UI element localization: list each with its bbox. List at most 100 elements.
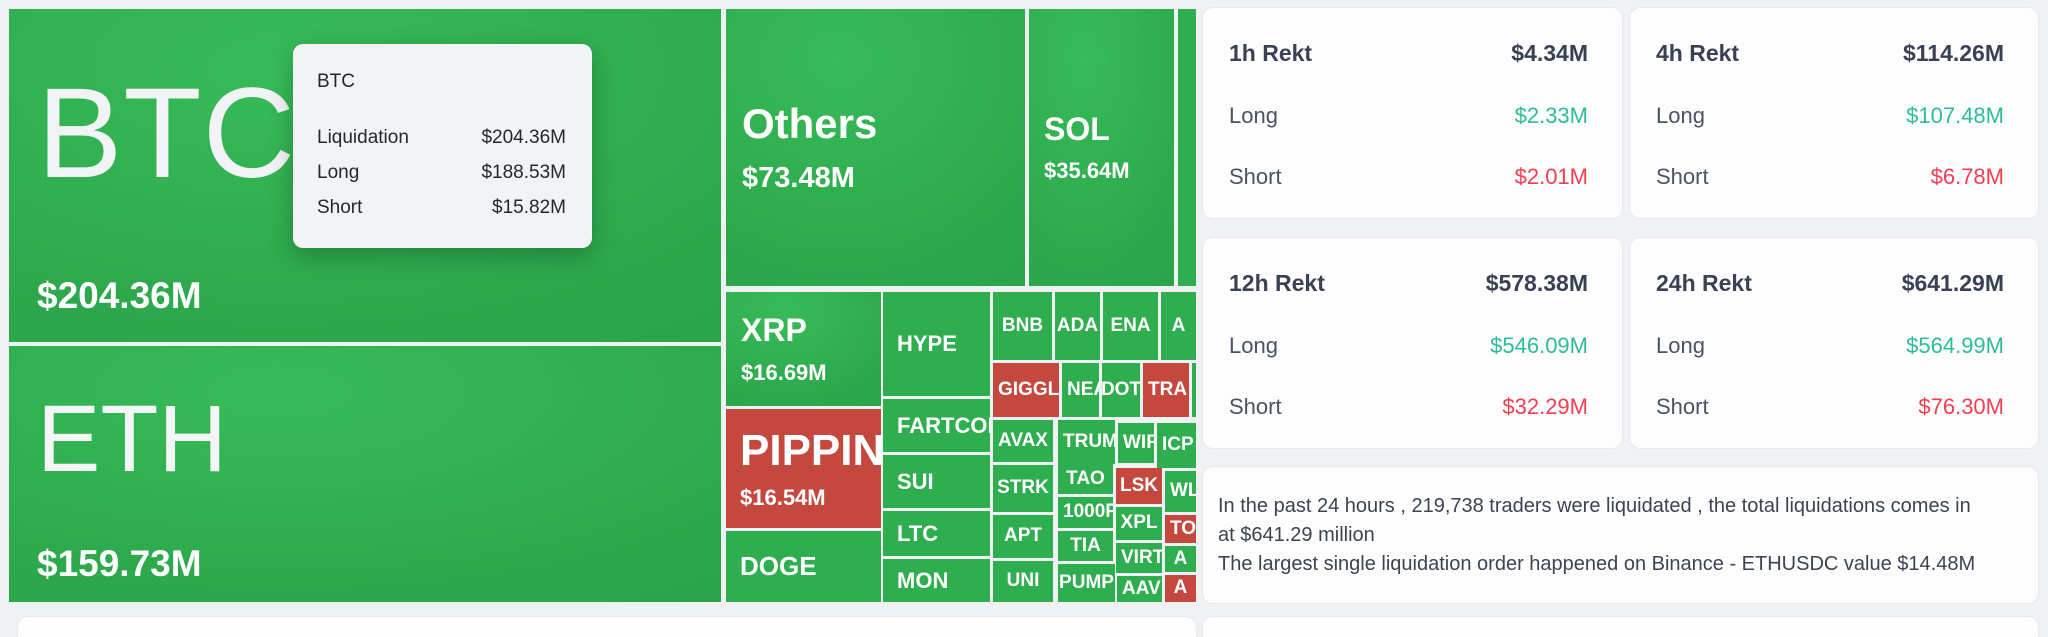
treemap-tile-bnb[interactable]: BNB: [993, 292, 1052, 360]
treemap-tile-tao[interactable]: TAO: [1058, 464, 1113, 494]
rekt-card-12h: 12h Rekt $578.38M Long $546.09M Short $3…: [1203, 238, 1622, 448]
treemap-tile-wld[interactable]: WLD: [1165, 471, 1196, 512]
treemap-tile-fartcoin[interactable]: FARTCOIN: [883, 399, 990, 452]
rekt-12h-title: 12h Rekt: [1229, 270, 1325, 296]
tile-symbol: PUMP: [1059, 571, 1114, 593]
tile-symbol: ENA: [1110, 314, 1151, 336]
treemap-tile-a[interactable]: A: [1165, 546, 1196, 572]
treemap-tile-ada[interactable]: ADA: [1055, 292, 1100, 360]
tile-value: $159.73M: [37, 543, 202, 585]
treemap-tile-dot[interactable]: DOT: [1102, 363, 1140, 417]
treemap-tile-apt[interactable]: APT: [993, 515, 1053, 558]
tile-value: $16.69M: [741, 359, 827, 385]
rekt-1h-long-label: Long: [1229, 102, 1278, 128]
tile-symbol: XPL: [1120, 512, 1158, 534]
tile-symbol: A: [1171, 314, 1186, 336]
treemap-tile-xpl[interactable]: XPL: [1116, 507, 1162, 540]
rekt-24h-long-label: Long: [1656, 332, 1705, 358]
rekt-4h-long-label: Long: [1656, 102, 1705, 128]
treemap-tile-mon[interactable]: MON: [883, 559, 990, 602]
treemap-tile-unlabeled[interactable]: [1178, 9, 1196, 286]
tile-symbol: DOT: [1102, 378, 1140, 400]
tile-symbol: LTC: [897, 520, 939, 546]
treemap-tile-giggle[interactable]: GIGGLE: [993, 363, 1059, 417]
treemap-tile-a[interactable]: A: [1165, 575, 1196, 602]
liquidation-summary-card: In the past 24 hours , 219,738 traders w…: [1203, 467, 2038, 603]
treemap-tile-a[interactable]: A: [1161, 292, 1196, 360]
tile-symbol: PIPPIN: [740, 426, 881, 476]
treemap-tile-uni[interactable]: UNI: [993, 561, 1053, 602]
rekt-1h-long-row: Long $2.33M: [1229, 103, 1588, 129]
tile-symbol: WLD: [1170, 480, 1196, 502]
tooltip-long-label: Long: [317, 162, 360, 183]
treemap-tile-icp[interactable]: ICP: [1157, 423, 1196, 468]
treemap-tile-ton[interactable]: TON: [1165, 515, 1196, 543]
rekt-4h-header-row: 4h Rekt $114.26M: [1656, 40, 2004, 67]
tile-symbol: ICP: [1162, 434, 1194, 456]
treemap-tile-doge[interactable]: DOGE: [726, 531, 881, 602]
treemap-tile-trump[interactable]: TRUMP: [1058, 420, 1115, 464]
summary-line-3: The largest single liquidation order hap…: [1218, 553, 1976, 575]
treemap-tile-xrp[interactable]: XRP $16.69M: [726, 292, 881, 406]
treemap-tile-eth[interactable]: ETH $159.73M: [9, 346, 721, 602]
rekt-12h-long-value: $546.09M: [1490, 332, 1588, 358]
tooltip-symbol: BTC: [317, 71, 355, 92]
tile-value: $35.64M: [1044, 158, 1130, 184]
treemap-tile-tia[interactable]: TIA: [1058, 531, 1113, 561]
treemap-tile-wif[interactable]: WIF: [1118, 423, 1154, 463]
tile-symbol: ETH: [37, 385, 227, 492]
treemap-tile-pippin[interactable]: PIPPIN $16.54M: [726, 409, 881, 528]
treemap-tile-near[interactable]: NEAR: [1062, 363, 1099, 417]
treemap-tile-others[interactable]: Others $73.48M: [726, 9, 1025, 286]
rekt-24h-title: 24h Rekt: [1656, 270, 1752, 296]
tile-symbol: BTC: [37, 62, 296, 206]
rekt-12h-short-row: Short $32.29M: [1229, 394, 1588, 420]
tile-symbol: STRK: [997, 477, 1049, 499]
treemap-tile-virt[interactable]: VIRT: [1116, 543, 1162, 573]
treemap-tile-lsk[interactable]: LSK: [1116, 468, 1162, 504]
tile-symbol: 1000P: [1063, 501, 1113, 523]
treemap-tile-unlabeled[interactable]: [1192, 363, 1196, 417]
tile-symbol: A: [1173, 547, 1188, 569]
tile-symbol: ADA: [1056, 314, 1099, 336]
treemap-tile-strk[interactable]: STRK: [993, 465, 1053, 512]
rekt-4h-short-row: Short $6.78M: [1656, 164, 2004, 190]
treemap-tile-pump[interactable]: PUMP: [1058, 564, 1115, 602]
treemap-tile-hype[interactable]: HYPE: [883, 292, 990, 396]
treemap-tile-aave[interactable]: AAVE: [1117, 576, 1162, 602]
tooltip-liquidation-value: $204.36M: [481, 127, 566, 148]
tile-symbol: WIF: [1123, 431, 1154, 453]
liquidation-dashboard: { "colors": { "tile_green": "#2fae4f", "…: [9, 8, 2038, 637]
tooltip-long-value: $188.53M: [481, 162, 566, 183]
rekt-4h-long-value: $107.48M: [1906, 102, 2004, 128]
tile-symbol: TAO: [1066, 467, 1105, 489]
rekt-24h-header-row: 24h Rekt $641.29M: [1656, 270, 2004, 297]
rekt-card-1h: 1h Rekt $4.34M Long $2.33M Short $2.01M: [1203, 8, 1622, 218]
rekt-1h-short-row: Short $2.01M: [1229, 164, 1588, 190]
next-section-card-right: [1203, 617, 2038, 637]
treemap-tile-tra[interactable]: TRA: [1143, 363, 1189, 417]
rekt-card-24h: 24h Rekt $641.29M Long $564.99M Short $7…: [1630, 238, 2038, 448]
rekt-24h-long-row: Long $564.99M: [1656, 333, 2004, 359]
rekt-12h-short-value: $32.29M: [1502, 394, 1588, 419]
treemap-tile-avax[interactable]: AVAX: [993, 420, 1053, 462]
tile-symbol: XRP: [741, 312, 807, 349]
tile-value: $204.36M: [37, 274, 202, 316]
treemap-tile-1000p[interactable]: 1000P: [1058, 497, 1113, 528]
rekt-card-4h: 4h Rekt $114.26M Long $107.48M Short $6.…: [1630, 8, 2038, 218]
rekt-12h-long-label: Long: [1229, 332, 1278, 358]
treemap-tile-ltc[interactable]: LTC: [883, 511, 990, 556]
treemap-tile-sol[interactable]: SOL $35.64M: [1029, 9, 1174, 286]
rekt-4h-total: $114.26M: [1902, 40, 2004, 66]
rekt-12h-total: $578.38M: [1485, 270, 1588, 296]
tooltip-long-row: Long $188.53M: [317, 155, 566, 190]
tile-symbol: FARTCOIN: [897, 412, 990, 438]
tile-symbol: UNI: [1006, 570, 1040, 592]
liquidation-treemap: BTC $204.36M ETH $159.73M Others $73.48M SOL $3…: [9, 9, 1196, 602]
treemap-tile-ena[interactable]: ENA: [1103, 292, 1158, 360]
treemap-tile-sui[interactable]: SUI: [883, 455, 990, 508]
rekt-12h-header-row: 12h Rekt $578.38M: [1229, 270, 1588, 297]
tile-symbol: BNB: [1001, 314, 1044, 336]
tile-symbol: GIGGLE: [998, 378, 1059, 400]
tooltip-short-label: Short: [317, 197, 363, 218]
